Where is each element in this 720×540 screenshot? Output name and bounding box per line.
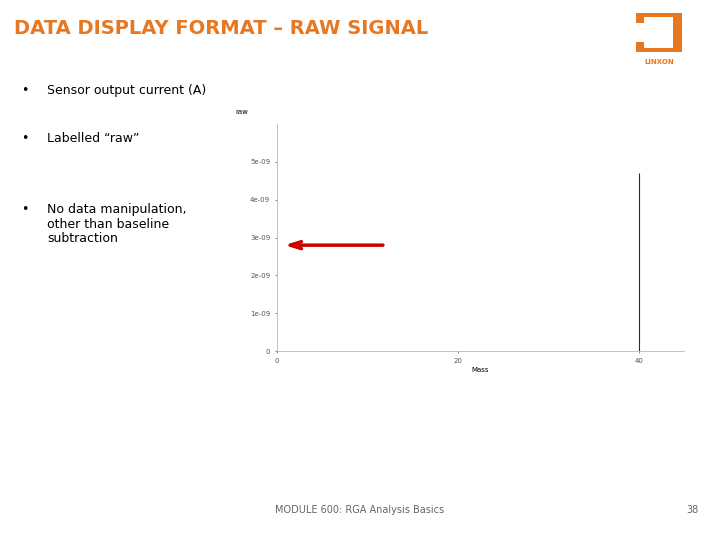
Text: LINXON: LINXON [644,59,674,65]
Text: DATA DISPLAY FORMAT – RAW SIGNAL: DATA DISPLAY FORMAT – RAW SIGNAL [14,19,428,38]
Text: •: • [22,202,29,215]
Text: MODULE 600: RGA Analysis Basics: MODULE 600: RGA Analysis Basics [276,505,444,515]
Text: •: • [22,84,29,97]
X-axis label: Mass: Mass [472,367,490,373]
Text: •: • [22,132,29,145]
Text: 38: 38 [686,505,698,515]
Text: No data manipulation,
other than baseline
subtraction: No data manipulation, other than baselin… [47,202,186,246]
Text: Labelled “raw”: Labelled “raw” [47,132,139,145]
Text: raw: raw [236,109,248,115]
Text: Sensor output current (A): Sensor output current (A) [47,84,206,97]
Polygon shape [636,13,682,52]
